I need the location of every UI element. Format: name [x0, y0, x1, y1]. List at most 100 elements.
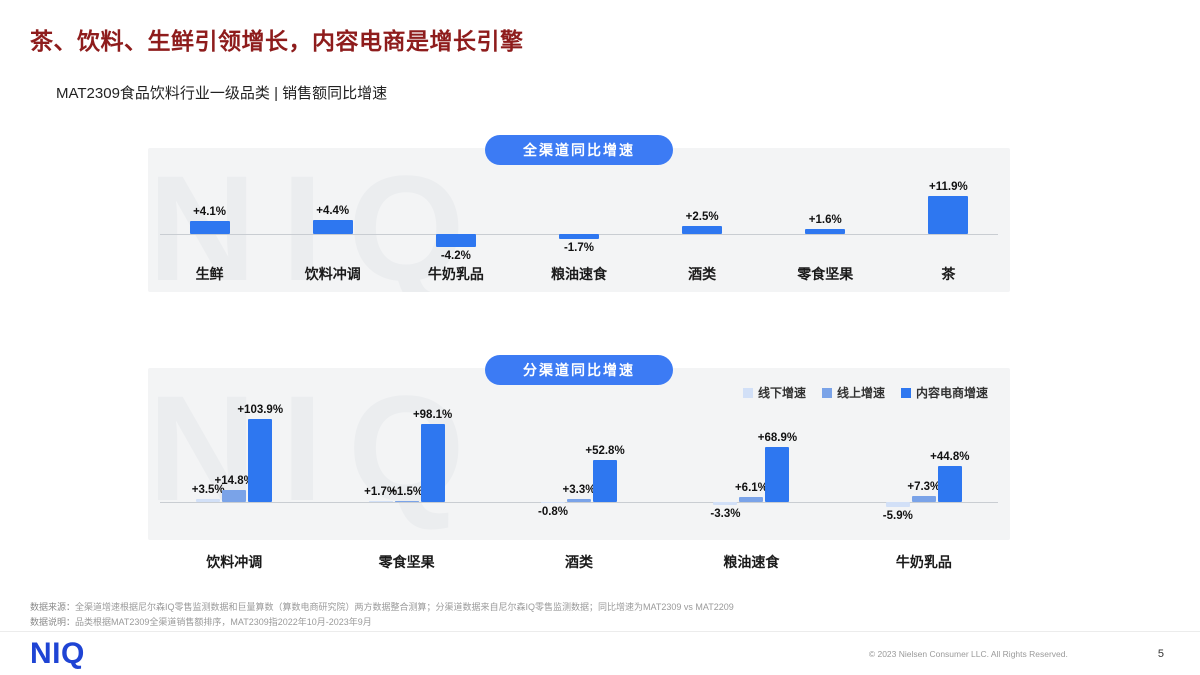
- legend-swatch-icon: [821, 387, 832, 398]
- category-label: 饮料冲调: [304, 266, 361, 282]
- bar-value-label: +6.1%: [734, 482, 768, 495]
- by-channel-chart-panel: 分渠道同比增速 NIQ 线下增速 线上增速 内容电商增速 +3.5% +14.8% +1…: [148, 355, 1010, 540]
- bar: [222, 490, 247, 502]
- bar-value-label: -0.8%: [537, 505, 569, 518]
- footnote-source-text: 全渠道增速根据尼尔森IQ零售监测数据和巨量算数（算数电商研究院）两方数据整合测算…: [75, 602, 734, 612]
- bar: [248, 418, 273, 502]
- by-channel-chart-badge: 分渠道同比增速: [485, 355, 673, 385]
- bar-value-label: -3.3%: [710, 507, 741, 520]
- category-label: 粮油速食: [723, 554, 780, 570]
- footnotes: 数据来源：全渠道增速根据尼尔森IQ零售监测数据和巨量算数（算数电商研究院）两方数…: [30, 600, 1130, 631]
- legend-item: 线上增速: [821, 384, 885, 401]
- page-number: 5: [1157, 647, 1164, 660]
- bar-value-label: -5.9%: [882, 509, 913, 522]
- chart-legend: 线下增速 线上增速 内容电商增速: [742, 384, 988, 401]
- bar: [593, 459, 618, 502]
- legend-label: 线下增速: [757, 386, 806, 400]
- chart-column: +4.1%: [148, 172, 271, 272]
- category-label: 零食坚果: [378, 554, 435, 570]
- chart-column: -5.9% +7.3% +44.8%: [838, 394, 1010, 529]
- footnote-note-text: 品类根据MAT2309全渠道销售额排序，MAT2309指2022年10月-202…: [75, 617, 372, 628]
- chart-column: +11.9%: [887, 172, 1010, 272]
- legend-item: 线下增速: [742, 384, 806, 401]
- x-axis-line: [160, 502, 998, 503]
- bar-value-label: +4.1%: [193, 205, 227, 218]
- footnote-note: 数据说明：品类根据MAT2309全渠道销售额排序，MAT2309指2022年10…: [30, 615, 1130, 630]
- category-label: 茶: [941, 266, 956, 282]
- bar-value-label: +103.9%: [237, 403, 284, 416]
- bar-value-label: +68.9%: [757, 431, 798, 444]
- bar: [937, 466, 962, 502]
- bar-value-label: +52.8%: [585, 444, 625, 457]
- legend-label: 内容电商增速: [915, 386, 988, 400]
- bar: [558, 234, 599, 240]
- category-label: 牛奶乳品: [895, 554, 952, 570]
- bar-value-label: +7.3%: [907, 481, 941, 494]
- bar-value-label: +14.8%: [214, 475, 254, 488]
- category-label: 饮料冲调: [206, 554, 263, 570]
- omnichannel-category-row: 生鲜 饮料冲调 牛奶乳品 粮油速食 酒类 零食坚果 茶: [148, 264, 1010, 284]
- by-channel-category-row: 饮料冲调 零食坚果 酒类 粮油速食 牛奶乳品: [148, 552, 1010, 572]
- niq-logo: NIQ: [30, 636, 85, 670]
- page-title: 茶、饮料、生鲜引领增长，内容电商是增长引擎: [30, 28, 524, 54]
- bar: [739, 497, 764, 502]
- omnichannel-bar-chart: +4.1% +4.4% -4.2% -1.7% +2.5% +1.6% +11.9%: [148, 172, 1010, 272]
- bar-value-label: -4.2%: [440, 250, 471, 263]
- bar-value-label: +1.5%: [390, 485, 424, 498]
- bar: [567, 499, 592, 502]
- bar: [928, 195, 969, 234]
- category-label: 零食坚果: [797, 266, 854, 282]
- omnichannel-chart-panel: 全渠道同比增速 NIQ +4.1% +4.4% -4.2% -1.7% +2.5% +1.…: [148, 135, 1010, 292]
- legend-swatch-icon: [900, 387, 911, 398]
- bar: [394, 500, 419, 502]
- bar: [196, 499, 221, 502]
- category-label: 酒类: [565, 554, 594, 570]
- bar: [312, 219, 353, 234]
- bar-value-label: +1.7%: [364, 485, 398, 498]
- bar: [435, 234, 476, 248]
- by-channel-grouped-bar-chart: +3.5% +14.8% +103.9% +1.7% +1.5% +98.1% -0.8% +…: [148, 394, 1010, 529]
- category-label: 牛奶乳品: [427, 266, 484, 282]
- omnichannel-chart-badge: 全渠道同比增速: [485, 135, 673, 165]
- chart-column: +2.5%: [641, 172, 764, 272]
- bar-value-label: +1.6%: [808, 213, 842, 226]
- bar-value-label: +4.4%: [316, 204, 350, 217]
- footnote-source: 数据来源：全渠道增速根据尼尔森IQ零售监测数据和巨量算数（算数电商研究院）两方数…: [30, 600, 1130, 615]
- chart-column: -0.8% +3.3% +52.8%: [493, 394, 665, 529]
- bar-value-label: +11.9%: [929, 180, 968, 193]
- category-label: 酒类: [688, 266, 717, 282]
- chart-column: -3.3% +6.1% +68.9%: [665, 394, 837, 529]
- bar-value-label: +3.3%: [562, 484, 596, 497]
- bar: [189, 220, 230, 234]
- chart-column: +1.7% +1.5% +98.1%: [320, 394, 492, 529]
- chart-column: +4.4%: [271, 172, 394, 272]
- bar: [805, 228, 846, 234]
- bar: [682, 226, 723, 234]
- page-subtitle: MAT2309食品饮料行业一级品类 | 销售额同比增速: [56, 85, 388, 102]
- chart-column: +1.6%: [764, 172, 887, 272]
- footnote-note-label: 数据说明：: [30, 617, 76, 628]
- legend-label: 线上增速: [836, 386, 885, 400]
- legend-swatch-icon: [742, 387, 753, 398]
- chart-column: -4.2%: [394, 172, 517, 272]
- category-label: 生鲜: [195, 266, 224, 282]
- copyright-text: © 2023 Nielsen Consumer LLC. All Rights …: [868, 648, 1068, 659]
- chart-column: +3.5% +14.8% +103.9%: [148, 394, 320, 529]
- category-label: 粮油速食: [550, 266, 607, 282]
- chart-column: -1.7%: [517, 172, 640, 272]
- bar-value-label: +3.5%: [191, 484, 225, 497]
- bar-value-label: -1.7%: [563, 242, 595, 255]
- bar-value-label: +98.1%: [412, 408, 453, 421]
- bar: [713, 502, 738, 505]
- bar: [541, 502, 566, 503]
- bar: [368, 500, 393, 502]
- bar-value-label: +44.8%: [930, 451, 970, 464]
- slide-footer: NIQ © 2023 Nielsen Consumer LLC. All Rig…: [0, 631, 1200, 675]
- bar-value-label: +2.5%: [685, 211, 719, 223]
- footnote-source-label: 数据来源：: [30, 602, 76, 612]
- bar: [765, 446, 790, 502]
- bar: [885, 502, 910, 507]
- bar: [420, 423, 445, 502]
- bar: [911, 496, 936, 502]
- legend-item: 内容电商增速: [900, 384, 988, 401]
